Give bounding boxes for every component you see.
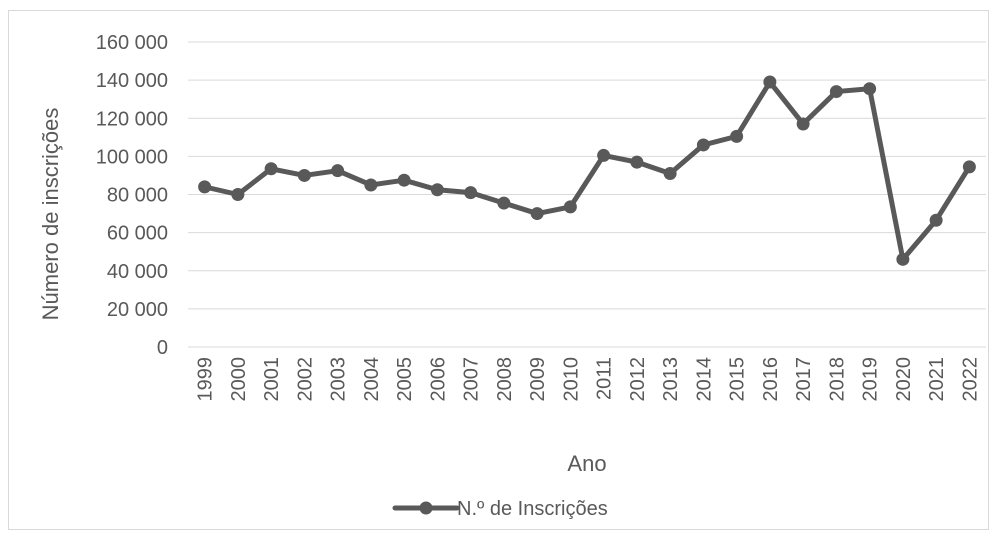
x-axis-title: Ano: [567, 451, 606, 476]
x-tick-label: 2000: [228, 357, 250, 402]
data-point: [198, 180, 212, 194]
y-tick-label: 100 000: [96, 146, 168, 168]
x-tick-label: 2005: [394, 357, 416, 402]
x-tick-label: 2012: [627, 357, 649, 402]
data-point: [264, 162, 278, 176]
x-tick-label: 2013: [660, 357, 682, 402]
x-tick-label: 2021: [926, 357, 948, 402]
data-point: [530, 207, 544, 221]
x-tick-label: 2017: [793, 357, 815, 402]
data-point: [430, 183, 444, 197]
chart-frame: [8, 10, 989, 530]
data-point: [863, 82, 877, 96]
y-tick-label: 20 000: [107, 299, 168, 321]
x-tick-label: 2019: [860, 357, 882, 402]
data-point: [962, 160, 976, 174]
x-tick-label: 2003: [328, 357, 350, 402]
data-point: [829, 85, 843, 99]
data-point: [896, 252, 910, 266]
x-tick-label: 2001: [261, 357, 283, 402]
y-tick-label: 60 000: [107, 223, 168, 245]
x-tick-label: 2014: [693, 357, 715, 402]
data-point: [397, 173, 411, 187]
data-point: [497, 196, 511, 210]
x-tick-label: 2008: [494, 357, 516, 402]
x-tick-label: 2016: [760, 357, 782, 402]
y-tick-label: 160 000: [96, 32, 168, 54]
x-axis-ticks: 1999 2000 2001 2002 2003 2004 2005 2006 2007 2008…: [195, 357, 982, 402]
y-tick-label: 120 000: [96, 108, 168, 130]
data-point: [297, 168, 311, 182]
x-tick-label: 2006: [427, 357, 449, 402]
data-point: [663, 167, 677, 181]
y-tick-label: 140 000: [96, 70, 168, 92]
legend-marker: [419, 501, 433, 515]
data-point: [364, 178, 378, 192]
x-tick-label: 2011: [594, 357, 616, 400]
y-tick-label: 80 000: [107, 185, 168, 207]
y-axis-title: Número de inscrições: [38, 108, 63, 321]
legend-label: N.º de Inscrições: [457, 498, 608, 520]
data-point: [563, 200, 577, 214]
y-axis-ticks: 0 20 000 40 000 60 000 80 000 100 000 120 000 1…: [96, 32, 168, 359]
data-point: [331, 164, 345, 178]
data-point: [796, 117, 810, 131]
data-point: [763, 75, 777, 89]
x-tick-label: 2018: [826, 357, 848, 402]
data-point: [929, 213, 943, 227]
data-point: [730, 129, 744, 143]
y-tick-label: 0: [157, 337, 168, 359]
legend: N.º de Inscrições: [392, 498, 608, 520]
x-tick-label: 2022: [959, 357, 981, 402]
x-tick-label: 2004: [361, 357, 383, 402]
gridlines: [188, 41, 986, 348]
series-layer: [198, 75, 976, 266]
x-tick-label: 2002: [294, 357, 316, 402]
x-tick-label: 2007: [461, 357, 483, 402]
data-point: [630, 155, 644, 169]
data-point: [231, 188, 245, 201]
x-tick-label: 1999: [195, 357, 217, 402]
y-tick-label: 40 000: [107, 261, 168, 283]
data-point: [597, 148, 611, 162]
data-point: [464, 186, 478, 200]
x-tick-label: 2020: [893, 357, 915, 402]
x-tick-label: 2010: [560, 357, 582, 402]
x-tick-label: 2009: [527, 357, 549, 402]
data-point: [696, 138, 710, 152]
x-tick-label: 2015: [727, 357, 749, 402]
